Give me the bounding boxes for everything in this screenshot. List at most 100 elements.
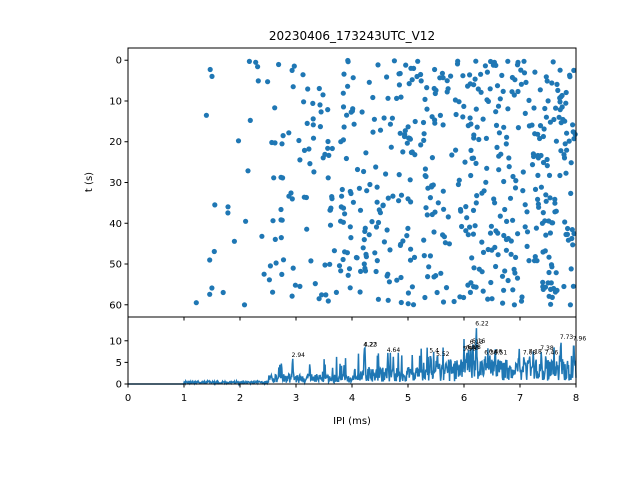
scatter-point [484, 165, 490, 171]
scatter-point [385, 195, 391, 201]
scatter-point [514, 275, 521, 281]
scatter-point [278, 174, 284, 180]
scatter-point [542, 284, 549, 290]
scatter-point [207, 291, 213, 297]
scatter-point [410, 302, 417, 308]
scatter-point [345, 272, 351, 278]
scatter-point [445, 214, 451, 220]
scatter-point [338, 268, 344, 274]
scatter-point [363, 150, 369, 156]
scatter-point [296, 137, 302, 144]
scatter-point [407, 135, 413, 141]
scatter-point [405, 225, 411, 231]
scatter-point [469, 155, 475, 161]
scatter-point [529, 162, 536, 168]
scatter-point [501, 232, 507, 239]
scatter-point [255, 64, 261, 70]
scatter-point [396, 82, 402, 88]
scatter-point [540, 249, 546, 255]
scatter-point [220, 289, 226, 296]
scatter-point [432, 66, 438, 73]
scatter-point [348, 109, 354, 115]
scatter-point [373, 164, 379, 170]
scatter-point [344, 112, 350, 118]
scatter-point [513, 178, 519, 184]
scatter-point [394, 95, 400, 101]
scatter-point [557, 99, 563, 105]
scatter-point [473, 58, 479, 64]
scatter-point [356, 185, 362, 191]
x-axis-label: IPI (ms) [333, 416, 371, 427]
scatter-point [543, 114, 550, 120]
scatter-point [396, 172, 402, 178]
scatter-point [371, 116, 377, 122]
scatter-point [505, 277, 511, 284]
scatter-point [341, 71, 347, 77]
scatter-point [453, 111, 459, 118]
scatter-point [553, 208, 559, 214]
scatter-point [317, 102, 323, 108]
scatter-point [494, 83, 501, 89]
scatter-point [444, 78, 450, 84]
scatter-point [390, 193, 396, 199]
scatter-point [532, 254, 538, 260]
scatter-point [540, 159, 547, 166]
scatter-point [425, 185, 431, 191]
scatter-point [440, 299, 447, 305]
scatter-point [512, 185, 519, 191]
scatter-point [398, 299, 404, 306]
scatter-point [362, 268, 369, 274]
scatter-point [467, 115, 473, 121]
scatter-point [272, 105, 278, 111]
scatter-point [485, 246, 491, 253]
scatter-point [493, 263, 499, 270]
scatter-point [440, 122, 446, 128]
scatter-point [405, 301, 411, 307]
scatter-point [403, 62, 409, 68]
scatter-point [505, 106, 511, 112]
scatter-point [567, 302, 574, 308]
scatter-point [523, 79, 529, 85]
scatter-point [270, 289, 276, 295]
scatter-point [374, 258, 380, 264]
scatter-point [554, 81, 560, 87]
scatter-point [549, 220, 555, 226]
scatter-point [396, 198, 402, 204]
scatter-point [495, 103, 502, 109]
scatter-point [567, 74, 573, 80]
scatter-point [511, 266, 517, 272]
scatter-point [537, 87, 543, 93]
scatter-point [372, 250, 378, 256]
scatter-point [535, 155, 542, 161]
scatter-point [289, 67, 295, 73]
scatter-point [409, 284, 415, 290]
scatter-point [483, 179, 489, 185]
scatter-point [409, 77, 415, 83]
scatter-point [467, 72, 473, 78]
scatter-point [207, 66, 213, 73]
scatter-point [401, 133, 408, 140]
scatter-point [548, 280, 554, 286]
scatter-point [374, 184, 380, 190]
scatter-point [437, 112, 443, 118]
scatter-point [547, 195, 553, 201]
scatter-point [558, 148, 564, 154]
scatter-point [348, 190, 354, 197]
scatter-point [342, 211, 348, 217]
scatter-point [460, 73, 466, 79]
scatter-point [406, 81, 412, 87]
scatter-point [545, 98, 551, 104]
scatter-point [320, 92, 326, 98]
scatter-point [363, 251, 369, 257]
scatter-point [422, 166, 428, 172]
scatter-point [549, 294, 555, 300]
scatter-point [502, 206, 508, 213]
scatter-point [473, 200, 479, 206]
scatter-point [481, 188, 487, 194]
scatter-point [280, 133, 286, 139]
scatter-point [424, 106, 430, 112]
scatter-point [404, 233, 410, 239]
scatter-point [509, 89, 515, 95]
scatter-point [231, 238, 237, 244]
scatter-point [571, 136, 577, 142]
